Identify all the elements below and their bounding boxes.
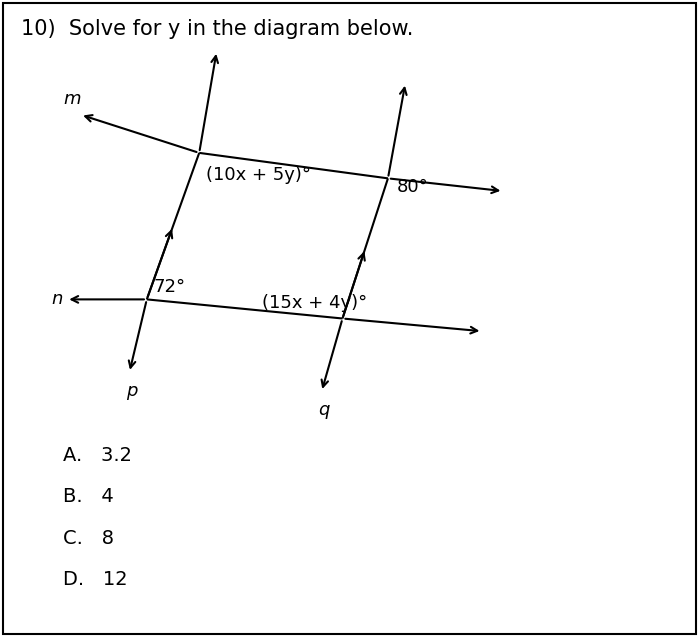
Text: A.   3.2: A. 3.2 <box>63 446 132 465</box>
Text: C.   8: C. 8 <box>63 529 114 548</box>
Text: 72°: 72° <box>154 278 186 296</box>
Text: 80°: 80° <box>397 178 428 196</box>
Text: m: m <box>63 90 80 108</box>
Text: 10)  Solve for y in the diagram below.: 10) Solve for y in the diagram below. <box>21 19 413 39</box>
Text: q: q <box>318 401 329 419</box>
Text: (10x + 5y)°: (10x + 5y)° <box>206 166 311 183</box>
Text: D.   12: D. 12 <box>63 570 127 589</box>
Text: n: n <box>52 290 63 308</box>
Text: (15x + 4y)°: (15x + 4y)° <box>262 294 368 312</box>
Text: p: p <box>126 382 137 400</box>
Text: B.   4: B. 4 <box>63 487 114 506</box>
